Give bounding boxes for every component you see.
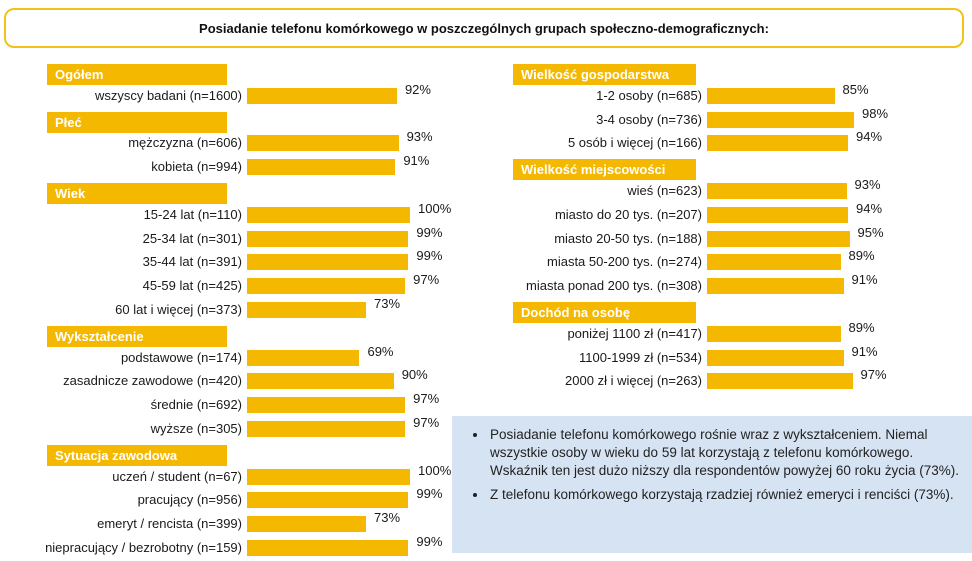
bar [247,516,366,532]
data-label: 73% [374,510,400,526]
data-label: 73% [374,296,400,312]
bar [247,254,408,270]
category-label: 5 osób i więcej (n=166) [568,134,702,152]
group-header-ogolem: Ogółem [47,64,227,85]
group-header-wielkosc-miejscowosci: Wielkość miejscowości [513,159,696,180]
group-header-wyksztalcenie: Wykształcenie [47,326,227,347]
category-label: uczeń / student (n=67) [112,468,242,486]
data-label: 94% [856,129,882,145]
category-label: wieś (n=623) [627,182,702,200]
data-label: 99% [416,534,442,550]
bar [707,231,850,247]
group-header-plec: Płeć [47,112,227,133]
data-label: 99% [416,225,442,241]
data-label: 97% [413,272,439,288]
group-header-wiek: Wiek [47,183,227,204]
data-label: 69% [367,344,393,360]
category-label: miasta 50-200 tys. (n=274) [547,253,702,271]
summary-notes: Posiadanie telefonu komórkowego rośnie w… [452,416,972,553]
category-label: niepracujący / bezrobotny (n=159) [45,539,242,557]
data-label: 100% [418,201,451,217]
bar [247,135,399,151]
data-label: 99% [416,486,442,502]
category-label: wyższe (n=305) [151,420,242,438]
group-header-wielkosc-gospodarstwa: Wielkość gospodarstwa [513,64,696,85]
category-label: pracujący (n=956) [138,491,242,509]
bar [247,207,410,223]
category-label: 3-4 osoby (n=736) [596,111,702,129]
data-label: 97% [413,391,439,407]
category-label: 2000 zł i więcej (n=263) [565,372,702,390]
bar [247,159,395,175]
bar [707,207,848,223]
bar [247,492,408,508]
chart-title: Posiadanie telefonu komórkowego w poszcz… [4,8,964,48]
data-label: 99% [416,248,442,264]
bar [707,135,848,151]
category-label: kobieta (n=994) [151,158,242,176]
bar [707,183,847,199]
bar [707,254,841,270]
bar [247,469,410,485]
bar [707,278,844,294]
bar [707,326,841,342]
bar [707,373,853,389]
category-label: miasta ponad 200 tys. (n=308) [526,277,702,295]
data-label: 97% [413,415,439,431]
bar [247,302,366,318]
bar [707,112,854,128]
category-label: 60 lat i więcej (n=373) [115,301,242,319]
data-label: 91% [852,344,878,360]
group-header-dochod-na-osobe: Dochód na osobę [513,302,696,323]
category-label: 1-2 osoby (n=685) [596,87,702,105]
category-label: zasadnicze zawodowe (n=420) [63,372,242,390]
data-label: 90% [402,367,428,383]
category-label: miasto do 20 tys. (n=207) [555,206,702,224]
category-label: 15-24 lat (n=110) [144,206,242,224]
category-label: 45-59 lat (n=425) [143,277,242,295]
data-label: 100% [418,463,451,479]
data-label: 89% [849,320,875,336]
category-label: wszyscy badani (n=1600) [95,87,242,105]
bar [247,421,405,437]
category-label: średnie (n=692) [151,396,242,414]
bar [247,540,408,556]
bar [707,88,835,104]
category-label: poniżej 1100 zł (n=417) [567,325,702,343]
group-header-sytuacja-zawodowa: Sytuacja zawodowa [47,445,227,466]
data-label: 85% [843,82,869,98]
category-label: 35-44 lat (n=391) [143,253,242,271]
data-label: 95% [858,225,884,241]
data-label: 91% [852,272,878,288]
bar [707,350,844,366]
data-label: 93% [407,129,433,145]
data-label: 91% [403,153,429,169]
data-label: 93% [855,177,881,193]
data-label: 98% [862,106,888,122]
bar [247,350,359,366]
category-label: 25-34 lat (n=301) [143,230,242,248]
bar [247,231,408,247]
note-item: Posiadanie telefonu komórkowego rośnie w… [488,426,972,480]
data-label: 92% [405,82,431,98]
category-label: miasto 20-50 tys. (n=188) [554,230,702,248]
bar [247,397,405,413]
bar [247,373,394,389]
category-label: 1100-1999 zł (n=534) [579,349,702,367]
note-item: Z telefonu komórkowego korzystają rzadzi… [488,486,972,504]
category-label: mężczyzna (n=606) [128,134,242,152]
bar [247,88,397,104]
bar [247,278,405,294]
category-label: podstawowe (n=174) [121,349,242,367]
category-label: emeryt / rencista (n=399) [97,515,242,533]
data-label: 94% [856,201,882,217]
data-label: 89% [849,248,875,264]
data-label: 97% [861,367,887,383]
